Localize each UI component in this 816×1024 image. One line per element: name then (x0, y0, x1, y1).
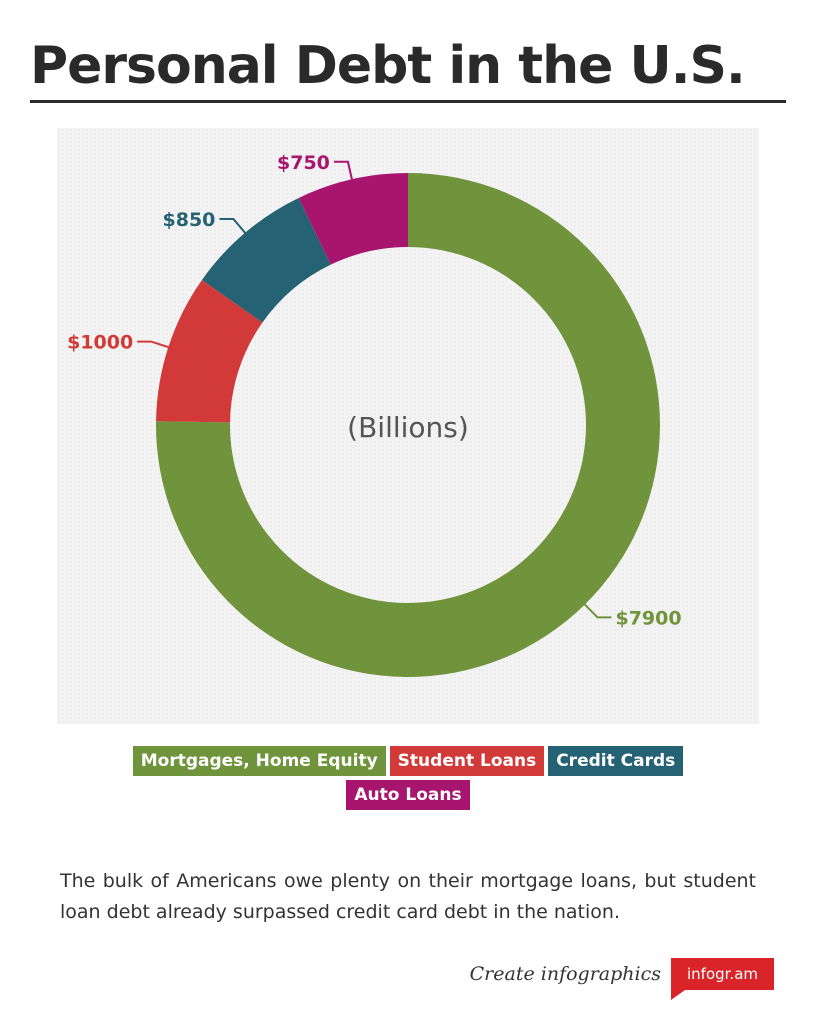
leader-line-student-loans (137, 340, 173, 350)
leader-line-auto-loans (333, 160, 354, 184)
data-label-auto-loans: $750 (277, 152, 330, 174)
data-label-mortgages-home-equity: $7900 (615, 607, 681, 629)
legend-item-credit-cards[interactable]: Credit Cards (548, 746, 684, 776)
caption-text: The bulk of Americans owe plenty on thei… (60, 870, 756, 923)
slice-auto-loans[interactable] (298, 173, 408, 265)
data-label-student-loans: $1000 (67, 332, 133, 354)
slice-mortgages-home-equity[interactable] (156, 173, 661, 678)
legend-item-student-loans[interactable]: Student Loans (389, 746, 545, 776)
slice-credit-cards[interactable] (201, 197, 331, 323)
data-label-credit-cards: $850 (163, 209, 216, 231)
leader-line-credit-cards (219, 218, 249, 237)
legend-item-mortgages[interactable]: Mortgages, Home Equity (132, 746, 386, 776)
footer-credit: Create infographics infogr.am (469, 958, 774, 1000)
slice-student-loans[interactable] (156, 279, 263, 423)
brand-badge[interactable]: infogr.am (670, 958, 774, 1000)
chart-legend: Mortgages, Home Equity Student Loans Cre… (0, 746, 816, 814)
credit-text[interactable]: Create infographics (469, 963, 661, 985)
title-divider (30, 100, 786, 103)
center-label: (Billions) (347, 411, 469, 444)
leader-line-mortgages-home-equity (581, 600, 612, 619)
donut-chart: $7900 $1000 $850 $750 (Billions) (67, 152, 682, 678)
legend-item-auto-loans[interactable]: Auto Loans (346, 780, 470, 810)
page-title: Personal Debt in the U.S. (30, 36, 746, 96)
